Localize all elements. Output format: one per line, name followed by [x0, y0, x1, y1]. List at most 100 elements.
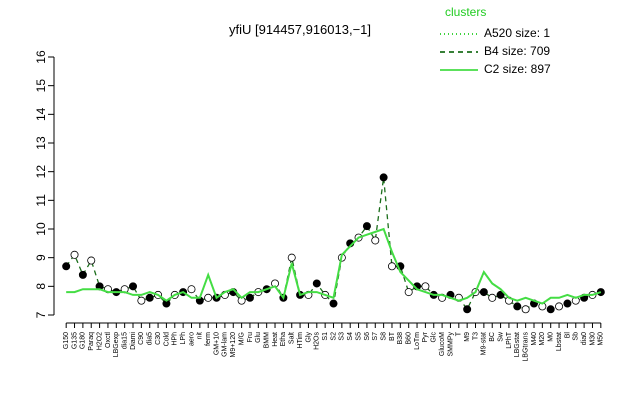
x-tick-label: HTim [297, 332, 304, 349]
x-tick-label: Salt [289, 332, 296, 344]
data-point [362, 222, 371, 231]
data-point [204, 293, 213, 302]
x-tick-label: S4 [347, 332, 354, 341]
x-tick-label: T [456, 331, 463, 336]
series-line [66, 227, 602, 305]
x-tick-label: dia5 [147, 332, 154, 345]
x-tick-label: LBGstat [514, 332, 521, 357]
y-tick-label: 15 [34, 79, 48, 93]
data-point [70, 250, 79, 259]
data-point [329, 299, 338, 308]
y-tick-label: 16 [34, 50, 48, 64]
x-tick-label: S6 [364, 332, 371, 341]
x-tick-label: G135 [71, 332, 78, 349]
x-tick-label: S1 [322, 332, 329, 341]
x-tick-label: LPhT [506, 331, 513, 348]
x-tick-label: LBGexp [113, 332, 120, 357]
data-point [421, 282, 430, 291]
data-point [521, 305, 530, 314]
x-tick-label: GM+10 [213, 332, 220, 355]
x-tick-label: S2 [330, 332, 337, 341]
x-tick-label: Glc [431, 332, 438, 343]
data-point [129, 282, 138, 291]
y-tick-label: 12 [34, 165, 48, 179]
data-point [546, 305, 555, 314]
y-tick-label: 13 [34, 136, 48, 150]
chart-title: yfiU [914457,916013,−1] [229, 22, 371, 37]
x-tick-label: LoTm [414, 332, 421, 350]
x-tick-label: Bl [564, 332, 571, 339]
y-tick-label: 10 [34, 222, 48, 236]
data-point [287, 253, 296, 262]
x-tick-label: LPh [180, 332, 187, 345]
x-tick-label: Sb [573, 332, 580, 341]
x-tick-label: Paraq [88, 332, 95, 351]
data-point [488, 293, 497, 302]
data-point [245, 293, 254, 302]
data-point [187, 285, 196, 294]
data-point [463, 305, 472, 314]
x-tick-label: Cold [163, 332, 170, 347]
y-tick-label: 9 [34, 254, 48, 261]
x-tick-label: Oxctl [105, 332, 112, 348]
x-tick-label: M0 [548, 332, 555, 342]
x-tick-label: C30 [155, 332, 162, 345]
x-tick-label: Sw [497, 331, 504, 342]
x-tick-label: M40 [531, 332, 538, 346]
x-tick-label: H2O2 [96, 332, 103, 350]
x-tick-label: BMM [264, 332, 271, 349]
data-point [563, 299, 572, 308]
y-tick-label: 7 [34, 311, 48, 318]
x-tick-label: S7 [372, 332, 379, 341]
data-point [479, 288, 488, 297]
x-tick-label: H2Os [314, 332, 321, 350]
x-tick-label: dia0 [581, 332, 588, 345]
x-tick-label: Lbstat [556, 332, 563, 351]
x-tick-label: M/G [238, 332, 245, 345]
x-tick-label: Etha [280, 332, 287, 347]
x-tick-label: SMMPy [447, 332, 454, 357]
x-tick-label: GlucoM [439, 332, 446, 356]
x-tick-label: Gly [305, 332, 312, 343]
data-point [513, 302, 522, 311]
x-tick-label: S8 [380, 332, 387, 341]
x-tick-label: M50 [598, 332, 605, 346]
x-tick-label: GM-lam [222, 332, 229, 357]
x-tick-label: aero [188, 332, 195, 346]
legend-label: A520 size: 1 [484, 26, 550, 40]
x-tick-label: Diami [130, 332, 137, 350]
x-tick-label: T3 [472, 332, 479, 340]
data-point [137, 296, 146, 305]
y-tick-label: 8 [34, 283, 48, 290]
data-point [87, 256, 96, 265]
data-point [312, 279, 321, 288]
y-tick-label: 14 [34, 107, 48, 121]
data-point [145, 293, 154, 302]
x-tick-label: nit [197, 332, 204, 339]
x-tick-label: HPh [172, 332, 179, 346]
x-tick-label: M20 [539, 332, 546, 346]
data-point [371, 236, 380, 245]
data-point [62, 262, 71, 271]
x-tick-label: M9-stat [481, 332, 488, 355]
x-tick-label: Fru [247, 332, 254, 343]
x-tick-label: Heat [272, 332, 279, 347]
data-point [379, 173, 388, 182]
data-point [555, 302, 564, 311]
x-tick-label: Pyr [422, 331, 429, 342]
data-point [496, 290, 505, 299]
x-tick-label: dia15 [121, 332, 128, 349]
x-tick-label: Glu [255, 332, 262, 343]
legend-label: C2 size: 897 [484, 62, 551, 76]
data-point [404, 288, 413, 297]
x-tick-label: G150 [63, 332, 70, 349]
x-tick-label: C90 [138, 332, 145, 345]
x-tick-label: LBGtrans [522, 332, 529, 362]
data-point [387, 262, 396, 271]
x-tick-label: ferm [205, 332, 212, 346]
x-tick-label: BT [389, 331, 396, 341]
x-tick-label: G180 [80, 332, 87, 349]
legend-title: clusters [445, 5, 486, 19]
x-tick-label: B60 [406, 332, 413, 345]
